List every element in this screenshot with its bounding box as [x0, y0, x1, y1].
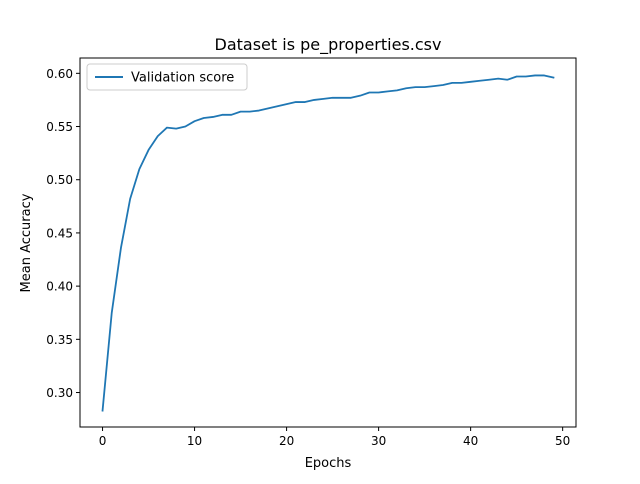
plot-area: [79, 57, 577, 428]
x-tick-label: 0: [99, 434, 107, 448]
y-tick-label: 0.55: [46, 120, 73, 134]
y-tick-label: 0.60: [46, 67, 73, 81]
series-line-0: [101, 74, 555, 412]
x-tick-label: 20: [279, 434, 294, 448]
x-tick-label: 10: [187, 434, 202, 448]
y-axis: 0.30 0.35 0.40 0.45 0.50 0.55 0.60: [46, 67, 80, 400]
y-tick-label: 0.30: [46, 386, 73, 400]
legend-label: Validation score: [131, 71, 234, 86]
x-axis-label: Epochs: [305, 456, 352, 471]
x-tick-label: 50: [555, 434, 570, 448]
x-axis: 0 10 20 30 40 50: [99, 427, 570, 448]
x-tick-label: 40: [463, 434, 478, 448]
x-tick-label: 30: [371, 434, 386, 448]
chart-title: Dataset is pe_properties.csv: [215, 35, 442, 55]
y-axis-label: Mean Accuracy: [19, 193, 34, 292]
axes-frame: [79, 57, 577, 428]
y-tick-label: 0.40: [46, 280, 73, 294]
y-tick-label: 0.35: [46, 333, 73, 347]
legend-box: [86, 63, 248, 91]
legend: Validation score: [86, 63, 248, 91]
y-tick-label: 0.50: [46, 173, 73, 187]
y-tick-label: 0.45: [46, 226, 73, 240]
